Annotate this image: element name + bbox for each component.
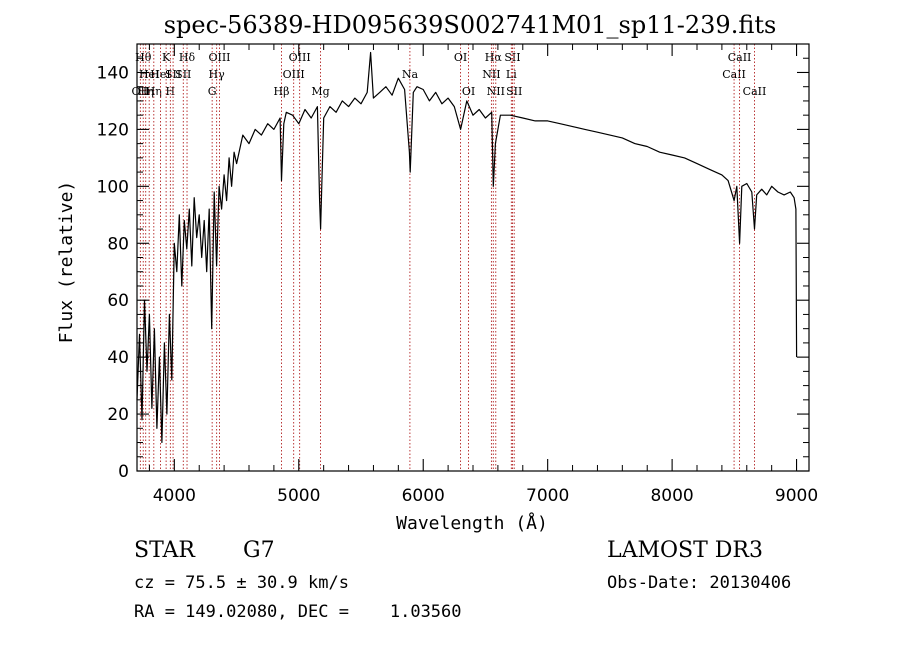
y-tick-label-1: 20 <box>107 405 129 425</box>
x-tick-label-2: 6000 <box>402 486 445 506</box>
line-marker-label-28: CaII <box>728 51 752 64</box>
line-marker-label-19: OI <box>454 51 467 64</box>
survey-name: LAMOST DR3 <box>607 538 763 563</box>
y-tick-label-3: 60 <box>107 291 129 311</box>
coordinates-readout: RA = 149.02080, DEC = 1.03560 <box>134 602 462 622</box>
line-marker-label-26: SII <box>506 85 522 98</box>
object-subclass: G7 <box>243 538 275 563</box>
obs-date: Obs-Date: 20130406 <box>607 573 792 593</box>
line-marker-label-16: OIII <box>289 51 311 64</box>
line-marker-label-15: OIII <box>283 68 305 81</box>
line-marker-label-14: Hβ <box>274 85 290 98</box>
line-marker-label-0: OII <box>132 85 150 98</box>
y-tick-label-6: 120 <box>97 120 129 140</box>
line-markers: OIIHθHηHeIHηHeIKHSIIHδSIIGHγOIIIHβOIIIOI… <box>132 44 767 471</box>
line-marker-label-17: Mg <box>311 85 329 98</box>
line-marker-label-9: Hδ <box>179 51 196 64</box>
line-marker-label-1: Hθ <box>135 51 152 64</box>
line-marker-label-11: G <box>208 85 217 98</box>
line-marker-label-29: CaII <box>743 85 767 98</box>
x-axis-label: Wavelength (Å) <box>396 512 548 534</box>
y-tick-label-4: 80 <box>107 234 129 254</box>
line-marker-label-10: SII <box>175 68 191 81</box>
line-marker-label-18: Na <box>402 68 419 81</box>
y-tick-label-0: 0 <box>118 462 129 482</box>
object-class: STAR <box>134 538 195 563</box>
x-tick-label-3: 7000 <box>526 486 569 506</box>
line-marker-label-24: Li <box>506 68 517 81</box>
line-marker-label-22: Hα <box>485 51 503 64</box>
line-marker-label-25: SII <box>504 51 520 64</box>
redshift-readout: cz = 75.5 ± 30.9 km/s <box>134 573 349 593</box>
x-tick-label-5: 9000 <box>775 486 818 506</box>
line-marker-label-6: K <box>162 51 171 64</box>
axis-ticks: 4000 5000 6000 7000 8000 9000 0 20 40 60 80 100 120 1… <box>97 44 818 506</box>
line-marker-label-7: H <box>166 85 176 98</box>
line-marker-label-8: SII <box>165 68 181 81</box>
line-marker-label-20: OI <box>462 85 475 98</box>
y-tick-label-7: 140 <box>97 63 129 83</box>
flux-series-line <box>136 51 798 444</box>
x-tick-label-1: 5000 <box>277 486 320 506</box>
line-marker-label-12: Hγ <box>209 68 226 81</box>
chart-title: spec-56389-HD095639S002741M01_sp11-239.f… <box>164 11 777 39</box>
line-marker-label-13: OIII <box>208 51 230 64</box>
line-marker-label-27: CaII <box>722 68 746 81</box>
y-tick-label-2: 40 <box>107 348 129 368</box>
line-marker-label-21: NII <box>482 68 500 81</box>
line-marker-label-3: HeI <box>139 68 159 81</box>
line-marker-label-4: Hη <box>146 85 162 98</box>
line-marker-label-2: Hη <box>138 85 154 98</box>
plot-frame <box>136 43 810 472</box>
y-axis-label: Flux (relative) <box>56 181 77 344</box>
x-tick-label-4: 8000 <box>650 486 693 506</box>
line-marker-label-5: HeI <box>150 68 170 81</box>
line-marker-label-23: NII <box>487 85 505 98</box>
y-tick-label-5: 100 <box>97 177 129 197</box>
x-tick-label-0: 4000 <box>153 486 196 506</box>
